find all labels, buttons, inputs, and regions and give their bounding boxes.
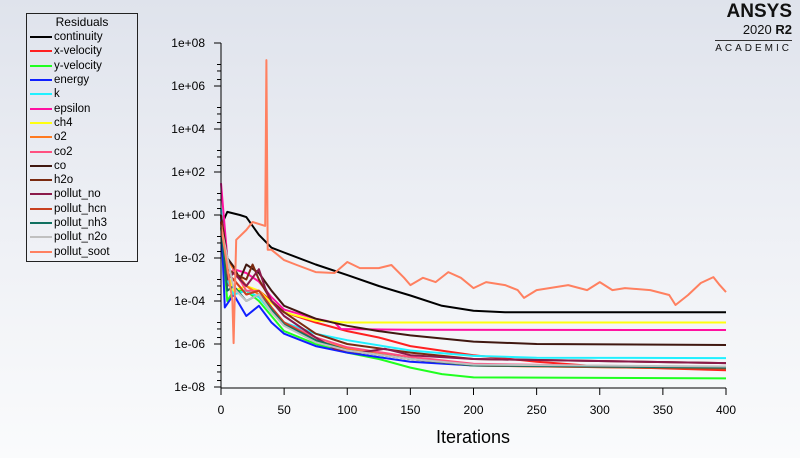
legend-swatch <box>30 250 52 253</box>
legend-label: co2 <box>54 145 73 158</box>
legend-swatch <box>30 164 52 167</box>
x-tick-label: 400 <box>716 403 736 417</box>
series-line-pollut_no <box>220 221 727 365</box>
x-tick-label: 0 <box>218 403 225 417</box>
y-tick-label: 1e-04 <box>174 294 205 308</box>
series-line-x-velocity <box>220 214 727 372</box>
logo-edition: ACADEMIC <box>715 40 792 54</box>
series-line-ch4 <box>220 221 726 324</box>
legend-label: pollut_soot <box>54 245 110 258</box>
logo-brand: ANSYS <box>726 1 792 22</box>
ansys-logo: ANSYS 2020 R2 ACADEMIC <box>715 2 792 54</box>
y-tick-label: 1e-08 <box>174 380 205 394</box>
legend-title: Residuals <box>55 15 109 29</box>
legend-swatch <box>30 107 52 110</box>
x-tick-label: 150 <box>400 403 420 417</box>
legend-item-ch4: ch4 <box>27 116 137 130</box>
legend-swatch <box>30 121 52 124</box>
legend: Residuals continuity x-velocity y-velocity… <box>26 13 138 262</box>
legend-item-pollut_no: pollut_no <box>27 187 137 201</box>
legend-item-co: co <box>27 159 137 173</box>
legend-swatch <box>30 93 52 96</box>
x-tick-label: 300 <box>590 403 610 417</box>
x-tick-label: 200 <box>463 403 483 417</box>
logo-version: 2020 R2 <box>742 22 792 37</box>
legend-swatch <box>30 179 52 182</box>
y-tick-label: 1e+00 <box>171 208 205 222</box>
legend-label: co <box>54 159 67 172</box>
legend-label: x-velocity <box>54 45 102 58</box>
legend-item-energy: energy <box>27 73 137 87</box>
legend-item-pollut_n2o: pollut_n2o <box>27 230 137 244</box>
series-line-pollut_hcn <box>220 221 727 370</box>
legend-swatch <box>30 222 52 224</box>
y-tick-label: 1e+04 <box>171 122 205 136</box>
series-line-pollut_n2o <box>220 226 727 368</box>
x-tick-label: 100 <box>337 403 357 417</box>
legend-swatch <box>30 207 52 210</box>
legend-item-continuity: continuity <box>27 30 137 44</box>
x-axis-label: Iterations <box>436 427 510 447</box>
legend-swatch <box>30 36 52 39</box>
legend-swatch <box>30 193 52 196</box>
legend-item-y-velocity: y-velocity <box>27 59 137 73</box>
y-ticks: 1e-08 1e-06 1e-04 1e-02 1e+00 1e+02 1e+04 1e+06… <box>171 36 221 394</box>
x-tick-label: 50 <box>277 403 291 417</box>
legend-label: k <box>54 88 60 101</box>
legend-swatch <box>30 64 52 67</box>
y-tick-label: 1e-06 <box>174 337 205 351</box>
legend-swatch <box>30 79 52 82</box>
series-line-o2 <box>220 221 727 370</box>
legend-swatch <box>30 50 52 53</box>
legend-item-x-velocity: x-velocity <box>27 44 137 58</box>
legend-item-co2: co2 <box>27 144 137 158</box>
series-line-pollut_nh3 <box>220 226 727 369</box>
legend-item-k: k <box>27 87 137 101</box>
legend-item-pollut_nh3: pollut_nh3 <box>27 216 137 230</box>
legend-swatch <box>30 136 52 139</box>
legend-label: pollut_no <box>54 188 101 201</box>
x-ticks: 0 50 100 150 200 250 300 350 400 <box>218 388 736 417</box>
series-line-continuity <box>220 210 726 314</box>
legend-label: pollut_nh3 <box>54 217 108 229</box>
legend-label: pollut_n2o <box>54 231 108 244</box>
series-layer <box>220 59 727 380</box>
legend-label: pollut_hcn <box>54 202 107 215</box>
legend-item-pollut_soot: pollut_soot <box>27 244 137 258</box>
legend-swatch <box>30 236 52 239</box>
legend-label: energy <box>54 74 90 87</box>
legend-label: epsilon <box>54 102 91 115</box>
y-tick-label: 1e-02 <box>174 251 205 265</box>
y-tick-label: 1e+08 <box>171 36 205 50</box>
series-line-pollut_soot <box>220 59 727 345</box>
legend-item-h2o: h2o <box>27 173 137 187</box>
y-tick-label: 1e+06 <box>171 79 205 93</box>
y-tick-label: 1e+02 <box>171 165 205 179</box>
legend-label: continuity <box>54 31 103 44</box>
legend-swatch <box>30 150 52 153</box>
legend-label: h2o <box>54 174 74 187</box>
x-tick-label: 250 <box>527 403 547 417</box>
x-tick-label: 350 <box>653 403 673 417</box>
legend-label: y-velocity <box>54 59 102 72</box>
legend-label: o2 <box>54 131 67 144</box>
legend-item-o2: o2 <box>27 130 137 144</box>
legend-item-epsilon: epsilon <box>27 101 137 115</box>
legend-item-pollut_hcn: pollut_hcn <box>27 202 137 216</box>
legend-label: ch4 <box>54 116 73 129</box>
